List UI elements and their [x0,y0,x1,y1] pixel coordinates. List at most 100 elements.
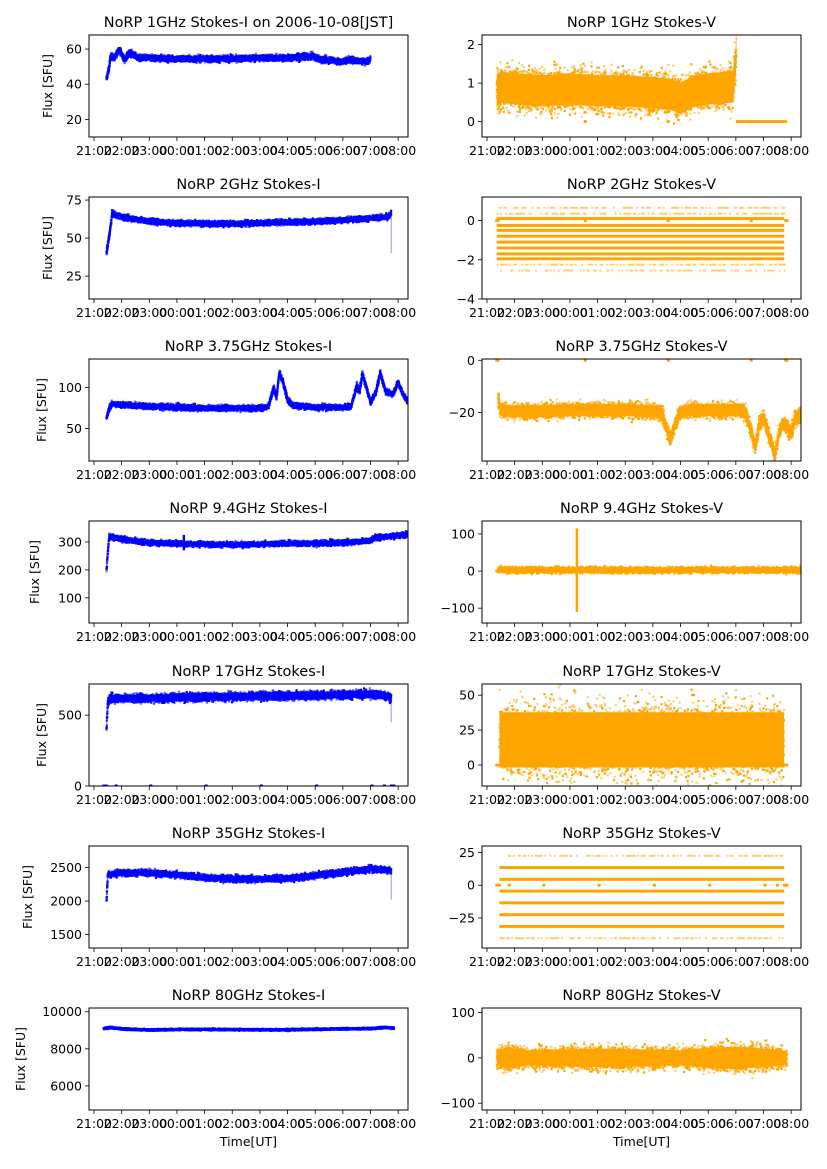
data-point [534,72,537,75]
data-point [347,54,350,57]
data-point [195,54,199,58]
data-point [107,72,110,75]
data-point [313,59,316,62]
data-point [119,49,123,52]
x-tick-label: 05:00 [297,143,333,158]
data-point [527,68,531,71]
data-point [506,62,509,65]
data-point [515,66,518,70]
data-point [254,52,258,55]
data-point [311,50,314,53]
data-point [501,105,504,109]
data-points [105,46,372,82]
data-point [194,60,197,64]
data-point [520,64,524,67]
panel-1ghz-v: 01221:0022:0023:0000:0001:0002:0003:0004… [467,15,809,158]
data-point [241,54,245,57]
data-point [521,106,525,109]
data-point [298,59,302,62]
data-point [235,54,238,57]
data-point [496,108,500,111]
data-point [143,52,146,56]
data-point [523,114,526,117]
data-band [106,46,371,82]
data-point [533,70,536,73]
data-point [508,111,511,114]
data-point [537,73,540,76]
data-point [130,48,133,51]
y-axis-label: Flux [SFU] [40,54,55,118]
x-tick-label: 00:00 [159,143,195,158]
data-point [512,69,515,72]
data-point [502,107,505,110]
data-point [106,75,109,79]
data-point [499,102,502,106]
data-point [536,108,539,111]
data-point [523,70,526,73]
data-point [235,61,238,65]
data-point [530,108,533,112]
data-point [129,48,132,52]
data-point [506,102,510,105]
data-point [510,71,513,74]
data-point [522,104,526,107]
data-point [275,53,278,56]
data-point [113,58,116,62]
y-tick-label: 40 [66,77,82,92]
data-point [499,61,502,64]
data-point [529,110,533,113]
data-point [535,71,538,74]
x-tick-label: 22:00 [104,143,140,158]
data-point [498,109,502,112]
data-point [320,62,323,65]
data-point [107,71,111,74]
data-point [311,51,314,54]
data-point [538,67,541,70]
data-point [497,69,500,72]
x-tick-label: 04:00 [270,143,306,158]
data-point [368,61,371,64]
data-point [517,61,521,65]
data-point [361,63,364,66]
data-point [236,60,239,63]
data-point [535,69,538,72]
data-point [343,56,347,59]
data-point [266,59,269,62]
data-point [502,110,505,114]
data-point [340,58,343,61]
data-point [533,71,536,74]
data-point [345,55,348,58]
data-point [119,47,122,50]
x-tick-label: 07:00 [352,143,388,158]
data-point [527,104,531,107]
axes-frame [88,34,409,138]
data-point [275,59,279,63]
data-points [495,35,788,125]
data-point [189,55,192,58]
data-point [527,106,530,109]
data-point [531,69,534,72]
y-tick-label: 20 [66,112,82,127]
data-point [518,110,521,114]
data-point [518,70,522,73]
data-point [250,59,253,63]
data-point [122,52,125,56]
data-point [158,60,161,63]
data-point [531,104,535,108]
data-point [171,54,174,57]
data-point [228,61,231,64]
data-point [138,59,142,63]
data-point [317,54,320,57]
data-point [307,58,310,61]
data-point [150,52,154,56]
data-point [505,106,508,109]
data-point [231,54,234,57]
data-point [516,67,519,71]
data-point [498,111,501,114]
data-point [496,67,499,70]
data-point [506,66,510,69]
data-point [535,116,538,119]
data-point [152,54,156,57]
data-point [123,61,126,65]
